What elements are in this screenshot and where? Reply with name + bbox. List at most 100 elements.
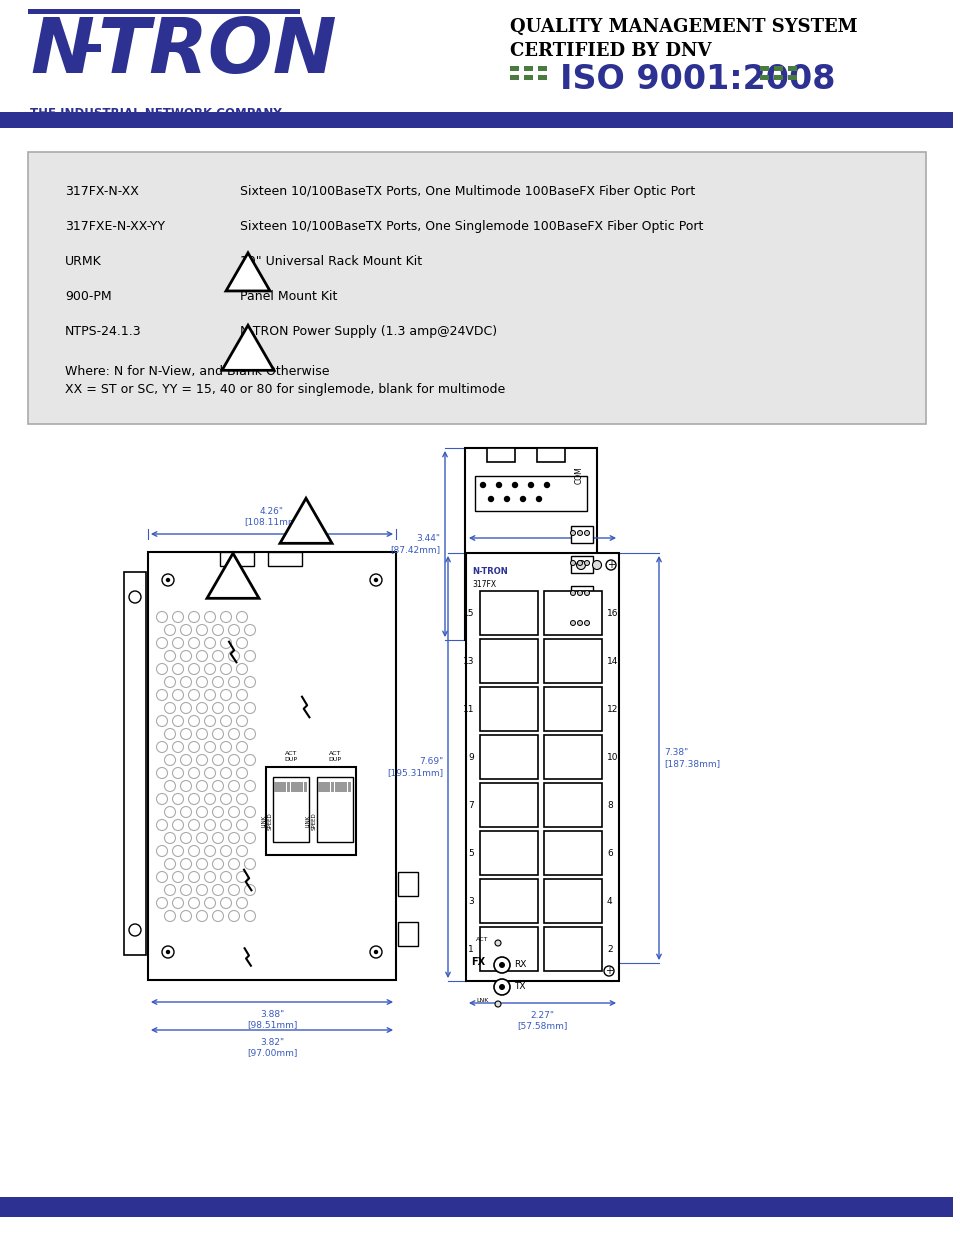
- Text: N-TRON Power Supply (1.3 amp@24VDC): N-TRON Power Supply (1.3 amp@24VDC): [240, 325, 497, 338]
- Text: Sixteen 10/100BaseTX Ports, One Singlemode 100BaseFX Fiber Optic Port: Sixteen 10/100BaseTX Ports, One Singlemo…: [240, 220, 702, 233]
- Polygon shape: [207, 553, 258, 598]
- Text: -: -: [80, 20, 104, 77]
- Text: 7.38"
[187.38mm]: 7.38" [187.38mm]: [663, 748, 720, 768]
- Circle shape: [536, 496, 541, 501]
- Bar: [0, 112, 953, 128]
- Bar: [28, 9, 299, 14]
- Bar: [316, 777, 353, 842]
- Bar: [339, 782, 342, 792]
- Text: LINK
SPEED: LINK SPEED: [261, 813, 273, 830]
- Text: N: N: [30, 15, 93, 89]
- Bar: [543, 927, 601, 971]
- Bar: [268, 552, 302, 566]
- Text: 3.88"
[98.51mm]: 3.88" [98.51mm]: [247, 1010, 297, 1030]
- Circle shape: [584, 590, 589, 595]
- Circle shape: [375, 951, 377, 953]
- Bar: [148, 552, 395, 981]
- Bar: [510, 75, 518, 80]
- Bar: [326, 782, 330, 792]
- Text: NTPS-24.1.3: NTPS-24.1.3: [65, 325, 141, 338]
- Bar: [479, 592, 537, 635]
- Circle shape: [570, 561, 575, 566]
- Text: Sixteen 10/100BaseTX Ports, One Multimode 100BaseFX Fiber Optic Port: Sixteen 10/100BaseTX Ports, One Multimod…: [240, 185, 695, 198]
- Text: 3: 3: [468, 897, 474, 905]
- Bar: [465, 553, 618, 981]
- Circle shape: [167, 951, 170, 953]
- Bar: [479, 638, 537, 683]
- Bar: [464, 448, 597, 640]
- Bar: [479, 735, 537, 779]
- Text: FX: FX: [471, 957, 485, 967]
- Circle shape: [528, 483, 533, 488]
- Bar: [543, 831, 601, 876]
- Text: TRON: TRON: [97, 15, 336, 89]
- Text: 900-PM: 900-PM: [65, 290, 112, 303]
- Text: ISO 9001:2008: ISO 9001:2008: [559, 63, 835, 96]
- Bar: [291, 782, 294, 792]
- Circle shape: [577, 561, 582, 566]
- Text: 4.26"
[108.11mm]: 4.26" [108.11mm]: [244, 506, 300, 526]
- Bar: [343, 782, 347, 792]
- Text: 13: 13: [462, 657, 474, 666]
- Text: Where: N for N-View, and Blank Otherwise: Where: N for N-View, and Blank Otherwise: [65, 366, 329, 378]
- Bar: [773, 65, 782, 70]
- Circle shape: [592, 561, 601, 569]
- Polygon shape: [226, 253, 270, 291]
- Bar: [523, 75, 533, 80]
- Bar: [287, 782, 290, 792]
- Bar: [537, 448, 564, 462]
- Bar: [347, 782, 351, 792]
- Text: 19" Universal Rack Mount Kit: 19" Universal Rack Mount Kit: [240, 254, 421, 268]
- Circle shape: [488, 496, 493, 501]
- Bar: [331, 782, 334, 792]
- Bar: [299, 782, 303, 792]
- Text: THE INDUSTRIAL NETWORK COMPANY: THE INDUSTRIAL NETWORK COMPANY: [30, 107, 281, 120]
- Bar: [543, 879, 601, 923]
- Circle shape: [584, 620, 589, 625]
- Circle shape: [167, 578, 170, 582]
- Text: LNK: LNK: [476, 998, 488, 1003]
- Bar: [479, 927, 537, 971]
- Text: 3.44"
[87.42mm]: 3.44" [87.42mm]: [390, 535, 439, 553]
- Bar: [571, 616, 593, 634]
- Circle shape: [570, 620, 575, 625]
- Circle shape: [494, 979, 510, 995]
- Circle shape: [570, 590, 575, 595]
- Polygon shape: [280, 498, 332, 543]
- Bar: [303, 782, 307, 792]
- Bar: [475, 475, 586, 511]
- Text: 10: 10: [606, 752, 618, 762]
- Text: 12: 12: [606, 704, 618, 714]
- Bar: [486, 448, 515, 462]
- Text: ACT: ACT: [476, 937, 488, 942]
- Text: +: +: [604, 966, 613, 976]
- Bar: [510, 65, 518, 70]
- Bar: [220, 552, 253, 566]
- Bar: [543, 687, 601, 731]
- Circle shape: [504, 496, 509, 501]
- Circle shape: [577, 531, 582, 536]
- Bar: [543, 638, 601, 683]
- Bar: [479, 879, 537, 923]
- Circle shape: [577, 590, 582, 595]
- Text: +: +: [606, 559, 615, 571]
- Text: 1: 1: [468, 945, 474, 953]
- Circle shape: [577, 620, 582, 625]
- Circle shape: [576, 561, 585, 569]
- Text: 6: 6: [606, 848, 612, 857]
- Bar: [523, 65, 533, 70]
- Text: 3.82"
[97.00mm]: 3.82" [97.00mm]: [247, 1037, 297, 1057]
- Circle shape: [520, 496, 525, 501]
- Bar: [479, 687, 537, 731]
- Text: ACT
DUP: ACT DUP: [284, 751, 297, 762]
- Bar: [543, 735, 601, 779]
- Text: 4: 4: [606, 897, 612, 905]
- Text: TX: TX: [514, 982, 525, 990]
- Polygon shape: [222, 325, 274, 370]
- Circle shape: [375, 578, 377, 582]
- Bar: [537, 75, 546, 80]
- Bar: [317, 782, 321, 792]
- Bar: [28, 152, 925, 424]
- Bar: [479, 783, 537, 827]
- Text: 14: 14: [606, 657, 618, 666]
